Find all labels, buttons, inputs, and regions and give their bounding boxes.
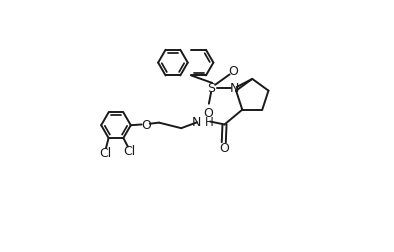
Text: O: O: [229, 65, 238, 78]
Text: Cl: Cl: [100, 147, 112, 160]
Text: H: H: [204, 116, 213, 129]
Text: O: O: [141, 118, 151, 132]
Text: O: O: [204, 107, 214, 120]
Text: N: N: [191, 116, 201, 129]
Text: Cl: Cl: [123, 145, 135, 158]
Text: O: O: [219, 141, 229, 154]
Text: S: S: [208, 82, 216, 95]
Text: N: N: [230, 82, 239, 95]
